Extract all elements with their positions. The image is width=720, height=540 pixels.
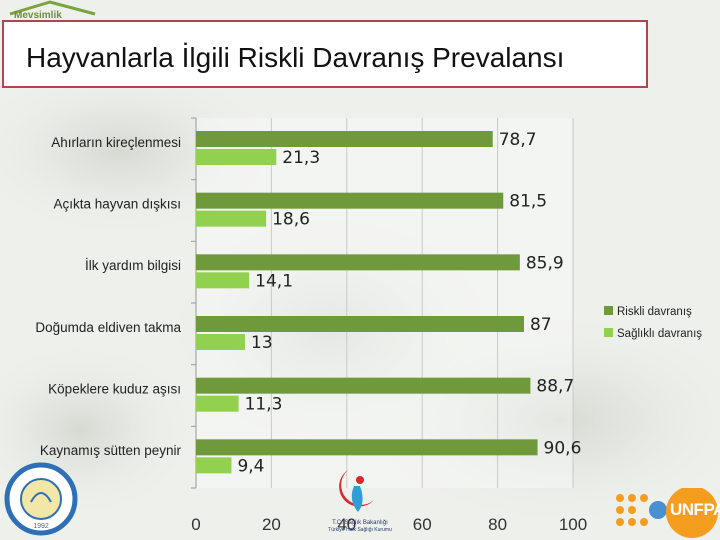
university-seal-logo: 1992 <box>4 462 78 536</box>
x-tick-label: 60 <box>413 515 432 534</box>
bar-saglikli <box>196 272 250 289</box>
x-tick-label: 0 <box>191 515 200 534</box>
category-label: İlk yardım bilgisi <box>85 258 181 273</box>
label-layer: 0 20 40 60 80 100 Ahırların kireçlenmesi 78,7 21… <box>35 130 587 534</box>
data-label: 78,7 <box>499 130 537 150</box>
category-label: Doğumda eldiven takma <box>35 320 181 335</box>
data-label: 85,9 <box>526 253 564 273</box>
legend: Riskli davranış Sağlıklı davranış <box>604 306 702 340</box>
roof-icon <box>9 0 96 16</box>
x-tick-label: 100 <box>559 515 587 534</box>
unfpa-logo: UNFPA <box>612 488 720 540</box>
data-label: 81,5 <box>509 192 547 212</box>
project-logo: Mevsimlik <box>0 0 110 22</box>
bar-riskli <box>196 254 520 271</box>
legend-swatch <box>604 306 613 315</box>
svg-text:1992: 1992 <box>33 523 49 530</box>
unfpa-dots-icon <box>616 488 718 538</box>
legend-swatch <box>604 328 613 337</box>
category-label: Açıkta hayvan dışkısı <box>53 197 181 212</box>
data-label: 13 <box>251 333 273 353</box>
ministry-logo: T.C. Sağlık Bakanlığı Türkiye Halk Sağlı… <box>328 470 392 533</box>
category-label: Ahırların kireçlenmesi <box>51 135 181 150</box>
bar-saglikli <box>196 395 239 412</box>
svg-text:T.C. Sağlık Bakanlığı: T.C. Sağlık Bakanlığı <box>332 520 388 526</box>
plot-area <box>196 118 573 488</box>
page-title: Hayvanlarla İlgili Riskli Davranış Preva… <box>26 42 565 73</box>
bar-layer <box>196 131 538 474</box>
bar-riskli <box>196 316 524 332</box>
bar-saglikli <box>196 457 232 474</box>
x-tick-label: 20 <box>262 515 281 534</box>
bar-saglikli <box>196 210 267 227</box>
grid-layer <box>191 117 574 489</box>
bar-saglikli <box>196 149 277 165</box>
logo-text: Mevsimlik <box>14 10 62 21</box>
bar-riskli <box>196 131 493 147</box>
data-label: 18,6 <box>272 210 310 230</box>
legend-label: Sağlıklı davranış <box>617 328 702 340</box>
svg-text:Türkiye Halk Sağlığı Kurumu: Türkiye Halk Sağlığı Kurumu <box>328 527 392 533</box>
x-tick-label: 40 <box>337 515 356 534</box>
x-tick-label: 80 <box>488 515 507 534</box>
bar-riskli <box>196 439 538 456</box>
category-label: Kaynamış sütten peynir <box>40 443 182 458</box>
category-label: Köpeklere kuduz aşısı <box>48 382 181 397</box>
data-label: 90,6 <box>544 438 582 458</box>
legend-label: Riskli davranış <box>617 306 692 318</box>
data-label: 11,3 <box>245 395 283 415</box>
bar-riskli <box>196 192 504 209</box>
bar-saglikli <box>196 334 246 350</box>
bar-riskli <box>196 377 531 394</box>
title-box: Hayvanlarla İlgili Riskli Davranış Preva… <box>2 20 648 88</box>
unfpa-text: UNFPA <box>670 500 720 519</box>
data-label: 88,7 <box>536 377 574 397</box>
data-label: 9,4 <box>237 456 264 476</box>
data-label: 21,3 <box>282 148 320 168</box>
data-label: 87 <box>530 315 552 335</box>
data-label: 14,1 <box>255 271 293 291</box>
